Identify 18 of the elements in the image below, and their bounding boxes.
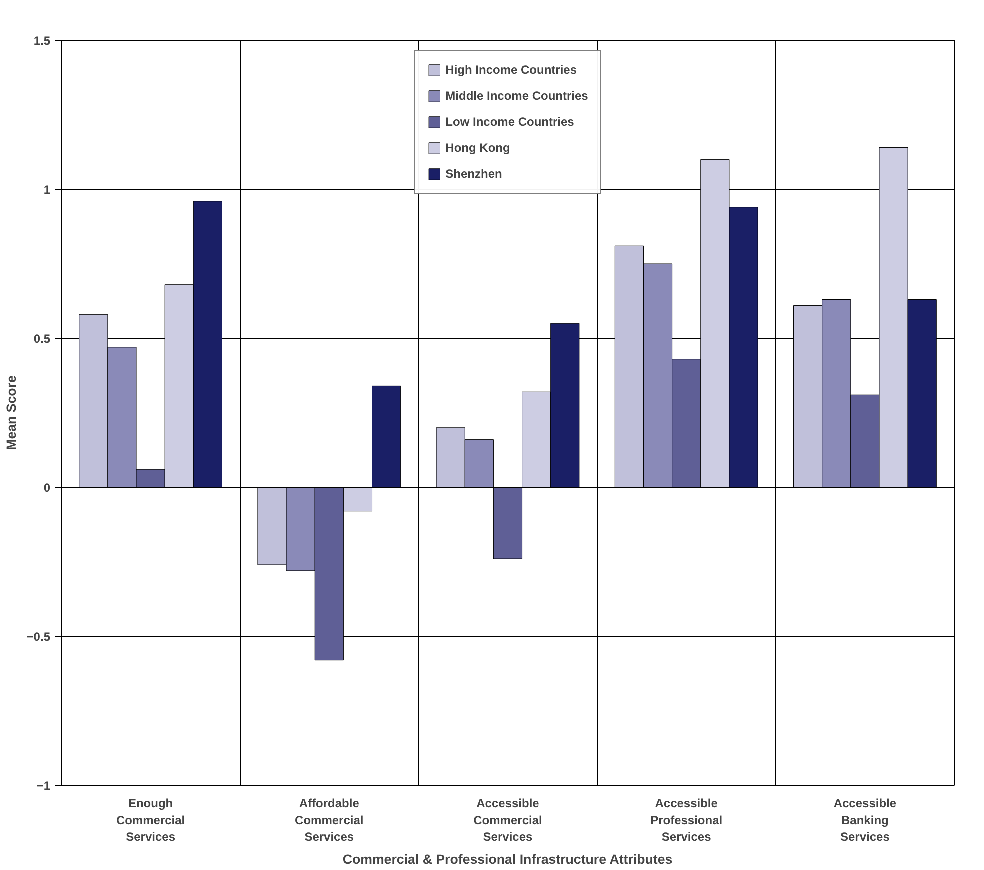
legend-label: Middle Income Countries [446, 89, 588, 103]
legend-label: High Income Countries [446, 63, 577, 77]
x-tick-label: Accessible Commercial Services [474, 796, 542, 844]
legend-label: Low Income Countries [446, 115, 574, 129]
legend-label: Hong Kong [446, 141, 510, 155]
x-axis-title: Commercial & Professional Infrastructure Attributes [342, 852, 673, 868]
x-tick-label: Accessible Professional Services [650, 796, 723, 844]
y-axis-title: Mean Score [4, 376, 19, 450]
x-tick-label: Enough Commercial Services [116, 796, 186, 844]
y-tick-label: −0.5 [26, 630, 51, 644]
legend-label: Shenzhen [446, 167, 502, 181]
x-tick-label: Affordable Commercial Services [295, 796, 364, 844]
y-tick-label: 1 [44, 183, 51, 197]
y-tick-label: −1 [36, 779, 51, 793]
x-tick-label: Accessible Banking Services [834, 796, 897, 844]
y-tick-label: 1.5 [34, 34, 51, 48]
y-tick-label: 0 [44, 481, 51, 495]
y-tick-label: 0.5 [34, 332, 51, 346]
